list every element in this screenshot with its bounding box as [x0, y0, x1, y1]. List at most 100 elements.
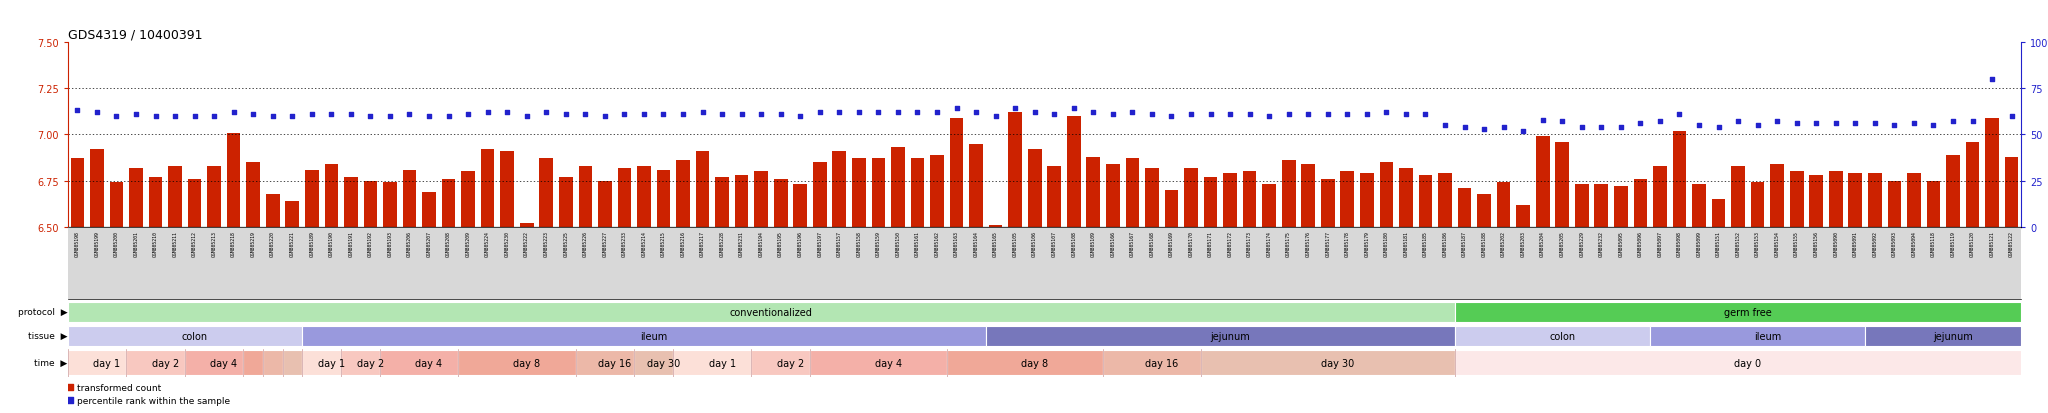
Bar: [90, 150, 104, 227]
Point: [276, 113, 309, 120]
Text: time  ▶: time ▶: [35, 358, 68, 368]
Text: GSM805105: GSM805105: [1012, 231, 1018, 257]
Bar: [520, 223, 535, 227]
Bar: [969, 144, 983, 227]
Text: GSM805095: GSM805095: [1618, 231, 1624, 257]
Bar: [111, 183, 123, 227]
Text: GSM805107: GSM805107: [1053, 231, 1057, 257]
Point: [274, 314, 307, 321]
Bar: [422, 192, 436, 227]
Bar: [1985, 119, 1999, 227]
Point: [1761, 119, 1794, 126]
Text: GSM805169: GSM805169: [1169, 231, 1174, 257]
Bar: [461, 172, 475, 227]
Bar: [1165, 190, 1178, 227]
Bar: [1145, 168, 1159, 227]
Point: [1585, 124, 1618, 131]
Bar: [344, 178, 358, 227]
Text: GSM805181: GSM805181: [1403, 231, 1409, 257]
Text: GSM805096: GSM805096: [1638, 231, 1642, 257]
Bar: [1419, 176, 1432, 227]
Bar: [1028, 150, 1042, 227]
Bar: [1712, 199, 1724, 227]
Text: GSM805151: GSM805151: [1716, 231, 1720, 257]
Bar: [1008, 113, 1022, 227]
Bar: [68, 350, 127, 375]
Text: GSM805179: GSM805179: [1364, 231, 1370, 257]
Point: [315, 112, 348, 118]
Bar: [1321, 179, 1335, 227]
Bar: [1790, 172, 1804, 227]
Text: GSM805090: GSM805090: [1833, 231, 1839, 257]
Bar: [1614, 187, 1628, 227]
Text: GSM805152: GSM805152: [1735, 231, 1741, 257]
Point: [238, 112, 270, 118]
Text: GSM805215: GSM805215: [662, 231, 666, 257]
Text: germ free: germ free: [1724, 307, 1772, 317]
Text: GSM805099: GSM805099: [1696, 231, 1702, 257]
Bar: [481, 150, 494, 227]
Bar: [246, 163, 260, 227]
Text: GSM805097: GSM805097: [1657, 231, 1663, 257]
Point: [274, 195, 307, 201]
Bar: [381, 350, 459, 375]
Bar: [674, 350, 752, 375]
Text: jejunum: jejunum: [1210, 331, 1249, 341]
Bar: [1200, 350, 1454, 375]
Point: [1096, 112, 1128, 118]
Text: day 1: day 1: [92, 358, 121, 368]
Point: [1526, 117, 1559, 123]
Text: GSM805120: GSM805120: [1970, 231, 1974, 257]
Point: [1995, 113, 2028, 120]
Text: GSM805212: GSM805212: [193, 231, 197, 257]
Bar: [811, 350, 946, 375]
Bar: [911, 159, 924, 227]
Bar: [305, 170, 319, 227]
Text: GSM805091: GSM805091: [1853, 231, 1858, 257]
Bar: [1047, 166, 1061, 227]
Bar: [1380, 163, 1393, 227]
Point: [686, 109, 719, 116]
Text: GSM805232: GSM805232: [1599, 231, 1604, 257]
Text: GSM805220: GSM805220: [270, 231, 274, 257]
Point: [961, 109, 993, 116]
Point: [608, 112, 641, 118]
Text: day 8: day 8: [514, 358, 541, 368]
Point: [1624, 121, 1657, 127]
Bar: [1536, 137, 1550, 227]
Bar: [207, 166, 221, 227]
Text: GSM805216: GSM805216: [680, 231, 686, 257]
Bar: [1575, 185, 1589, 227]
Text: GSM805213: GSM805213: [211, 231, 217, 257]
Bar: [872, 159, 885, 227]
Bar: [831, 152, 846, 227]
Point: [1800, 121, 1833, 127]
Point: [80, 109, 113, 116]
Point: [901, 109, 934, 116]
Text: GSM805226: GSM805226: [584, 231, 588, 257]
Point: [1722, 119, 1755, 126]
Text: day 1: day 1: [317, 358, 344, 368]
Bar: [1341, 172, 1354, 227]
Text: GSM805201: GSM805201: [133, 231, 139, 257]
Text: GSM805219: GSM805219: [250, 231, 256, 257]
Point: [569, 112, 602, 118]
Point: [217, 109, 250, 116]
Bar: [946, 350, 1104, 375]
Bar: [262, 350, 283, 375]
Bar: [1223, 174, 1237, 227]
Text: GSM805195: GSM805195: [778, 231, 782, 257]
Text: GSM805165: GSM805165: [993, 231, 997, 257]
Bar: [184, 350, 244, 375]
Text: transformed count: transformed count: [76, 383, 162, 392]
Bar: [752, 350, 811, 375]
Bar: [1282, 161, 1296, 227]
Point: [1780, 121, 1812, 127]
Bar: [500, 152, 514, 227]
Point: [707, 112, 739, 118]
Point: [1272, 112, 1305, 118]
Text: GSM805192: GSM805192: [369, 231, 373, 257]
Bar: [365, 181, 377, 227]
Text: GSM805162: GSM805162: [934, 231, 940, 257]
Bar: [1808, 176, 1823, 227]
